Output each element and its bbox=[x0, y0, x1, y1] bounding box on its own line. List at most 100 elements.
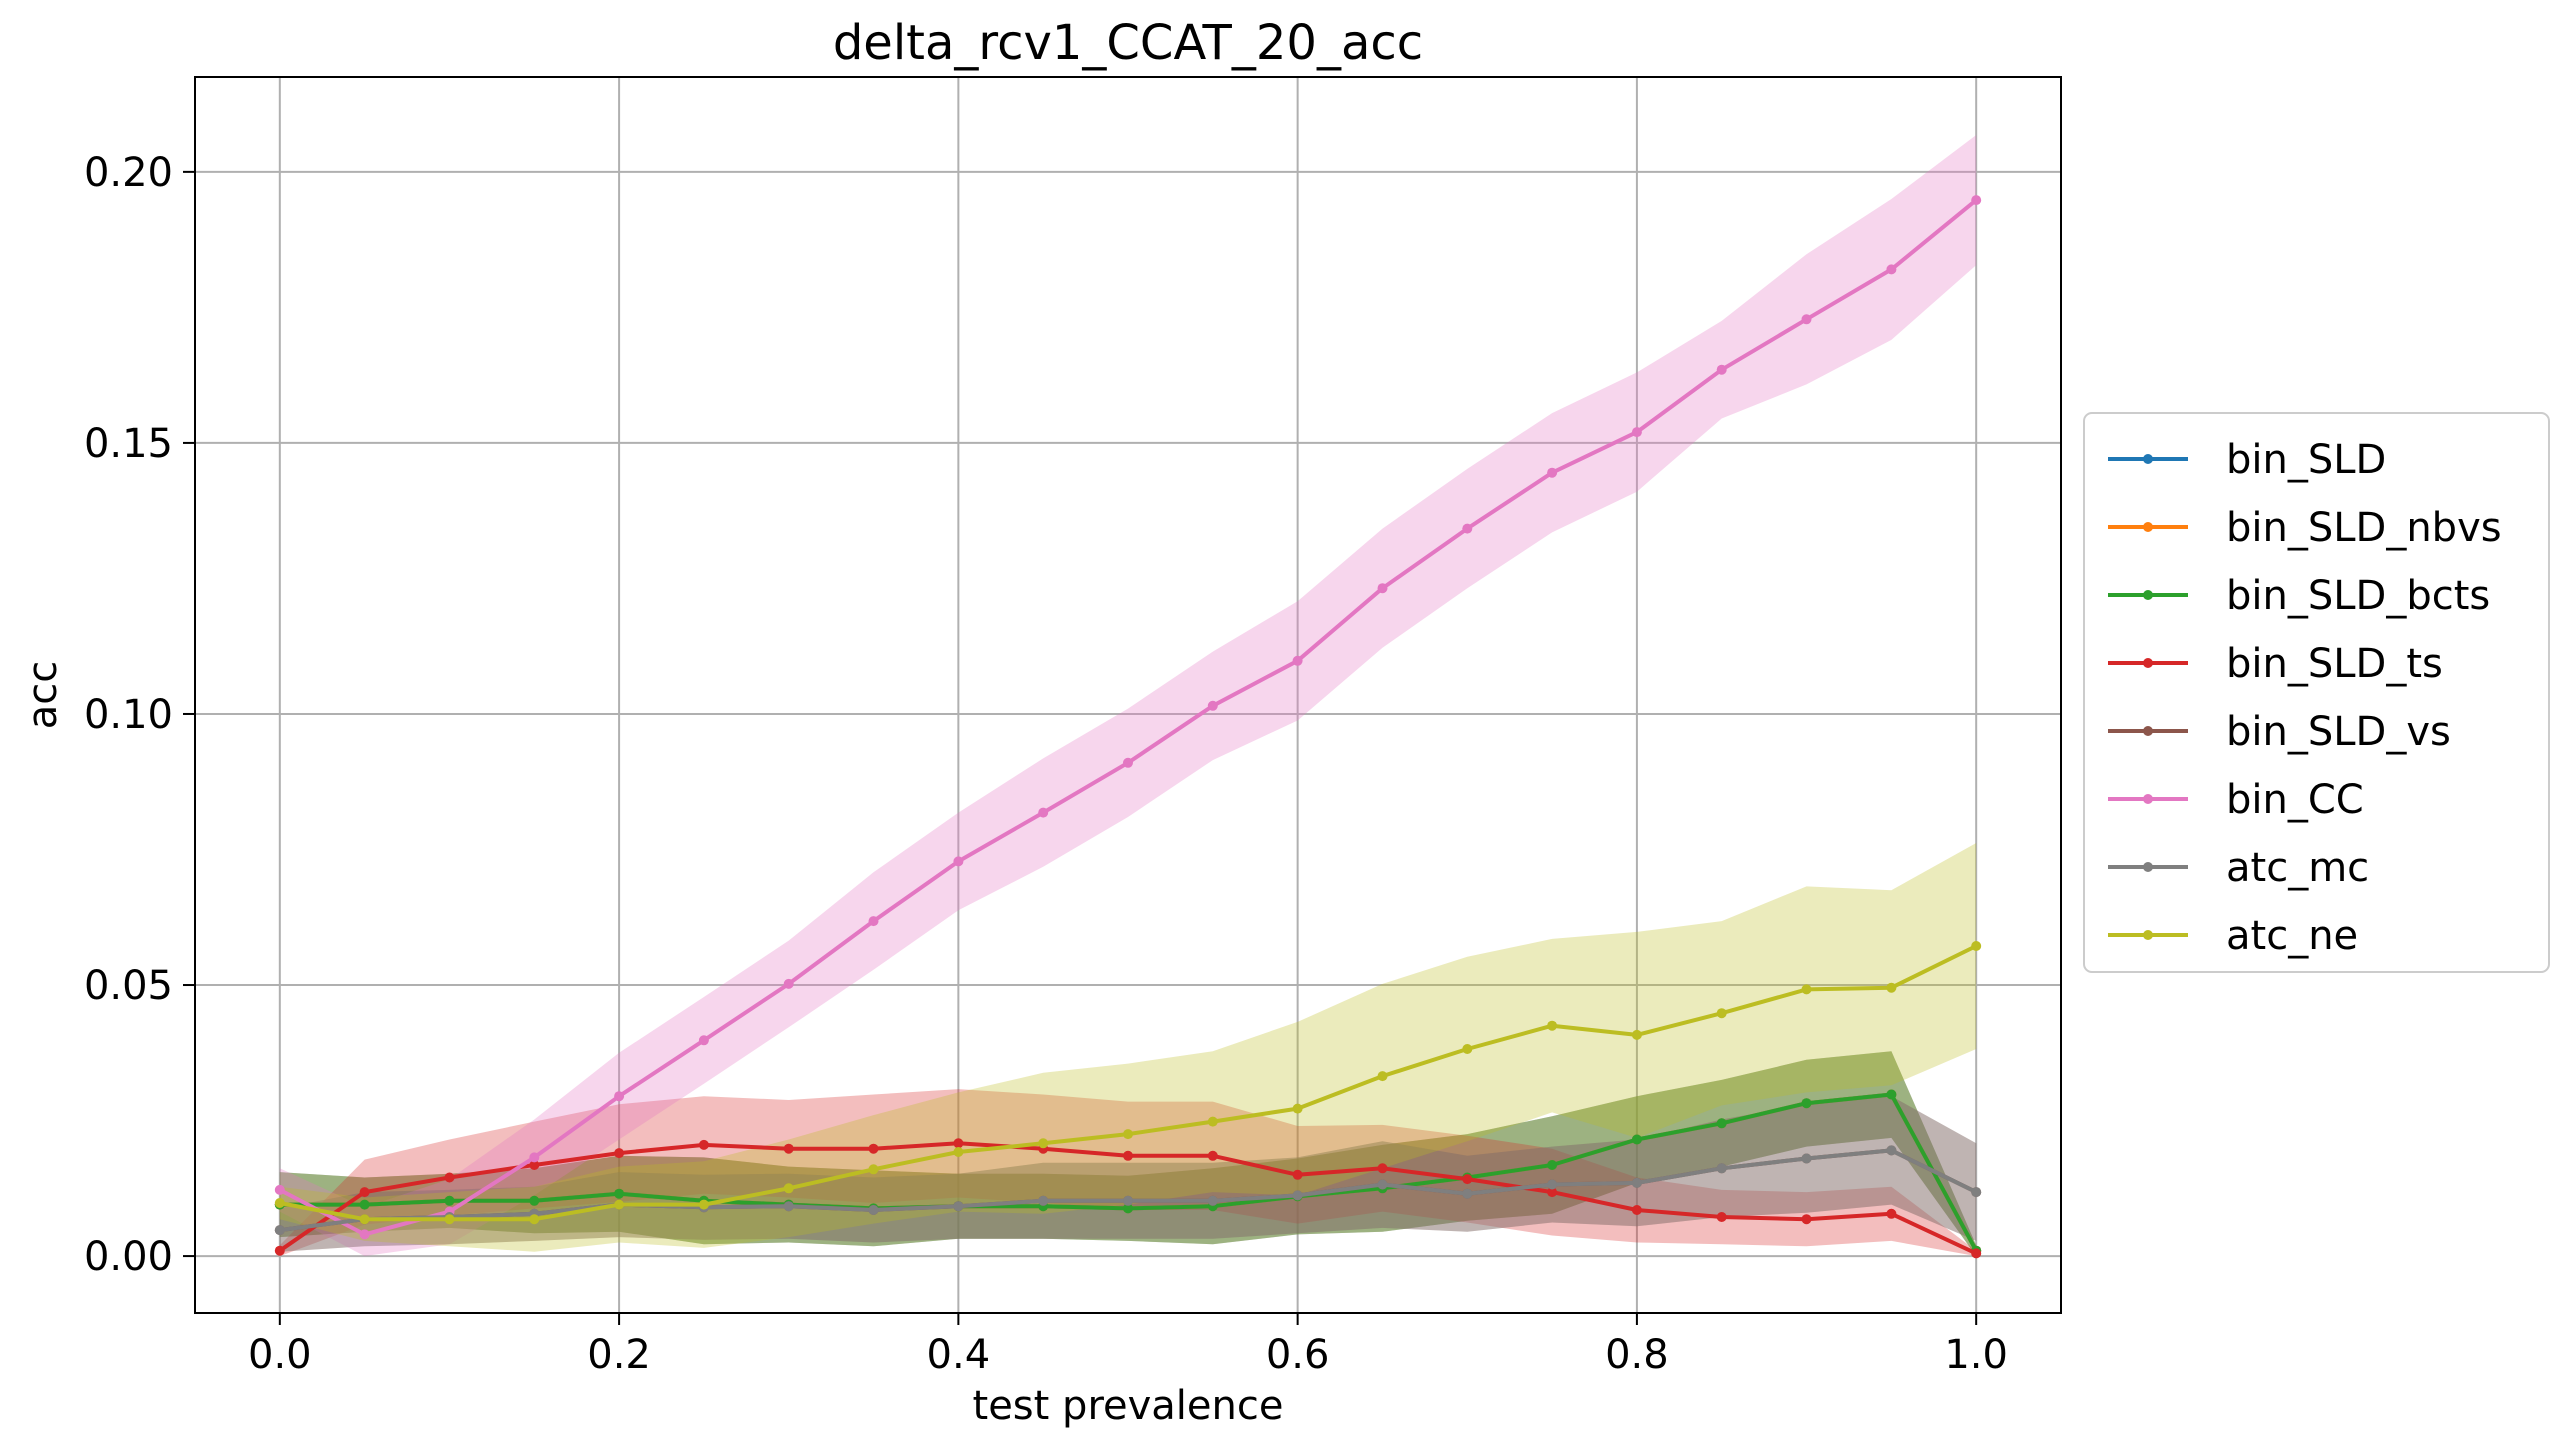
point-bin-sld-bcts bbox=[444, 1195, 455, 1206]
point-atc-ne bbox=[1631, 1029, 1642, 1040]
point-bin-sld-bcts bbox=[1886, 1089, 1897, 1100]
point-bin-sld-ts bbox=[783, 1143, 794, 1154]
point-atc-mc bbox=[953, 1201, 964, 1212]
point-bin-sld-bcts bbox=[1631, 1134, 1642, 1145]
band-atc-ne bbox=[279, 843, 1977, 1252]
y-tick-label: 0.05 bbox=[84, 963, 173, 1009]
series-atc-ne bbox=[274, 941, 1982, 1225]
point-atc-mc bbox=[1547, 1179, 1558, 1190]
point-atc-mc bbox=[1801, 1153, 1812, 1164]
legend-label: atc_ne bbox=[2226, 913, 2358, 959]
point-atc-ne bbox=[614, 1199, 625, 1210]
point-bin-cc bbox=[1716, 364, 1727, 375]
point-atc-ne bbox=[529, 1214, 540, 1225]
point-atc-mc bbox=[1292, 1190, 1303, 1201]
y-tick-label: 0.15 bbox=[84, 421, 173, 467]
point-bin-sld-ts bbox=[444, 1172, 455, 1183]
legend-marker bbox=[2143, 590, 2153, 600]
x-axis-label: test prevalence bbox=[973, 1383, 1284, 1429]
point-bin-sld-ts bbox=[1123, 1150, 1133, 1161]
y-tick-label: 0.10 bbox=[84, 692, 173, 738]
chart-title: delta_rcv1_CCAT_20_acc bbox=[833, 15, 1423, 71]
point-atc-ne bbox=[1886, 982, 1897, 993]
band-bin-sld-vs bbox=[279, 1096, 1977, 1252]
x-tick-label: 0.2 bbox=[587, 1332, 651, 1378]
point-bin-cc bbox=[698, 1035, 709, 1046]
legend-item-atc-mc: atc_mc bbox=[2108, 845, 2369, 891]
point-bin-cc bbox=[1631, 427, 1642, 438]
legend-marker bbox=[2143, 794, 2153, 804]
point-bin-cc bbox=[783, 978, 794, 989]
point-atc-mc bbox=[1123, 1195, 1133, 1206]
point-atc-ne bbox=[1377, 1071, 1388, 1082]
point-atc-mc bbox=[783, 1201, 794, 1212]
point-atc-ne bbox=[274, 1198, 285, 1208]
point-bin-sld-ts bbox=[1292, 1169, 1303, 1180]
point-atc-mc bbox=[868, 1205, 879, 1215]
legend-item-bin-sld: bin_SLD bbox=[2108, 437, 2386, 483]
legend-label: bin_SLD_bcts bbox=[2226, 573, 2490, 619]
point-atc-ne bbox=[698, 1199, 709, 1210]
point-bin-cc bbox=[1292, 655, 1303, 666]
legend-label: bin_SLD_ts bbox=[2226, 641, 2443, 687]
point-atc-mc bbox=[1886, 1145, 1897, 1156]
series-lines bbox=[274, 195, 1982, 1259]
point-atc-mc bbox=[1038, 1195, 1049, 1206]
point-atc-mc bbox=[274, 1225, 285, 1236]
point-atc-mc bbox=[1631, 1177, 1642, 1188]
point-atc-ne bbox=[868, 1164, 879, 1175]
legend-label: bin_SLD_nbvs bbox=[2226, 505, 2502, 551]
legend-item-bin-sld-vs: bin_SLD_vs bbox=[2108, 709, 2451, 755]
point-bin-sld-ts bbox=[1462, 1174, 1473, 1185]
legend-frame bbox=[2083, 412, 2550, 973]
point-atc-ne bbox=[1292, 1103, 1303, 1114]
point-bin-sld-ts bbox=[614, 1148, 625, 1159]
point-bin-cc bbox=[1038, 807, 1049, 818]
y-tick-label: 0.20 bbox=[84, 150, 173, 196]
legend-marker bbox=[2143, 658, 2153, 668]
point-atc-mc bbox=[1462, 1188, 1473, 1199]
legend-item-bin-cc: bin_CC bbox=[2108, 777, 2364, 823]
point-bin-cc bbox=[1886, 264, 1897, 275]
point-bin-sld-ts bbox=[1716, 1212, 1727, 1222]
point-bin-cc bbox=[614, 1091, 625, 1102]
legend-marker bbox=[2143, 930, 2153, 940]
point-bin-cc bbox=[868, 916, 879, 927]
point-bin-cc bbox=[359, 1229, 370, 1240]
point-atc-ne bbox=[1971, 941, 1982, 951]
series-bin-cc bbox=[274, 195, 1982, 1240]
x-tick-label: 0.6 bbox=[1266, 1332, 1330, 1378]
point-bin-cc bbox=[1801, 314, 1812, 325]
point-atc-mc bbox=[1207, 1195, 1218, 1206]
point-atc-mc bbox=[1377, 1179, 1388, 1190]
x-tick-label: 0.0 bbox=[248, 1332, 312, 1378]
legend-item-bin-sld-bcts: bin_SLD_bcts bbox=[2108, 573, 2490, 619]
point-bin-sld-ts bbox=[274, 1245, 285, 1256]
point-bin-sld-ts bbox=[1801, 1214, 1812, 1225]
grid bbox=[195, 77, 2061, 1313]
point-bin-sld-ts bbox=[359, 1187, 370, 1198]
point-atc-ne bbox=[1123, 1129, 1133, 1140]
point-bin-sld-ts bbox=[1547, 1187, 1558, 1198]
point-atc-mc bbox=[1971, 1187, 1982, 1198]
point-bin-sld-ts bbox=[1971, 1248, 1982, 1259]
point-atc-ne bbox=[1462, 1044, 1473, 1054]
point-bin-cc bbox=[529, 1152, 540, 1163]
point-bin-sld-ts bbox=[698, 1139, 709, 1150]
point-bin-cc bbox=[1971, 195, 1982, 206]
legend-label: bin_SLD bbox=[2226, 437, 2386, 483]
point-bin-sld-ts bbox=[1207, 1150, 1218, 1161]
legend-label: bin_SLD_vs bbox=[2226, 709, 2451, 755]
point-bin-sld-ts bbox=[1886, 1208, 1897, 1219]
legend-item-bin-sld-nbvs: bin_SLD_nbvs bbox=[2108, 505, 2502, 551]
point-atc-ne bbox=[359, 1214, 370, 1225]
y-axis-label: acc bbox=[20, 661, 66, 730]
legend-label: atc_mc bbox=[2226, 845, 2369, 891]
legend-item-bin-sld-ts: bin_SLD_ts bbox=[2108, 641, 2443, 687]
point-atc-mc bbox=[1716, 1163, 1727, 1174]
plot-frame bbox=[194, 76, 2062, 1314]
series-bin-sld-ts bbox=[274, 1138, 1982, 1259]
axis-ticks: 0.0 0.2 0.4 0.6 0.8 1.0 0.00 0.05 0.10 0.15 0.20 bbox=[84, 150, 2008, 1378]
point-bin-cc bbox=[1377, 583, 1388, 594]
